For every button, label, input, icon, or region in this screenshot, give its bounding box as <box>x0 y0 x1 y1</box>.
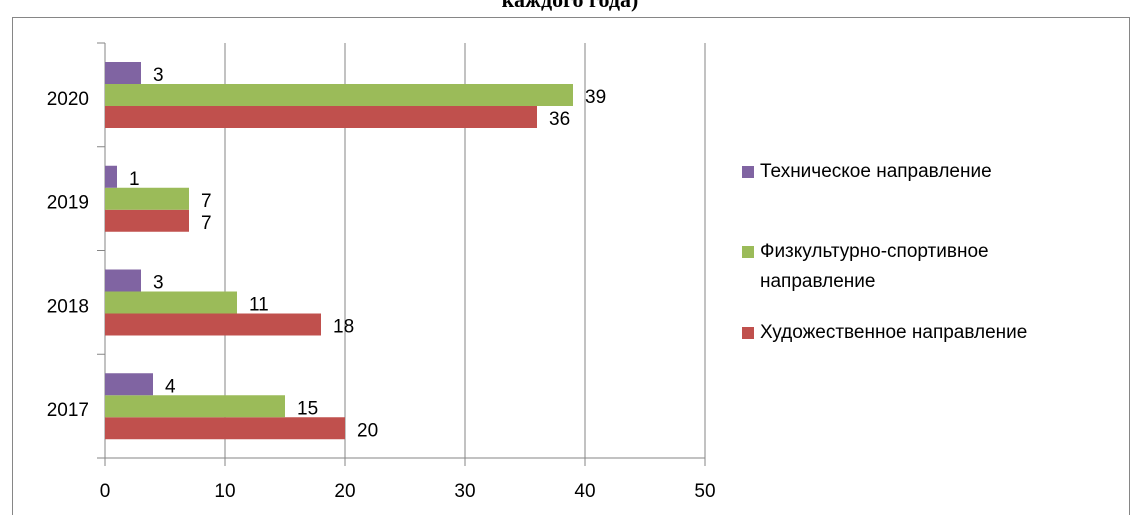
data-label: 3 <box>153 65 164 86</box>
legend-swatch <box>742 246 754 258</box>
x-tick-label: 50 <box>694 481 715 502</box>
bar <box>105 84 573 106</box>
legend-item: Техническое направление <box>742 157 1102 187</box>
legend-label: Физкультурно-спортивное направление <box>760 241 989 292</box>
legend-label: Техническое направление <box>760 161 992 182</box>
x-tick-label: 0 <box>100 481 111 502</box>
data-label: 15 <box>297 398 318 419</box>
legend-label: Художественное направление <box>760 322 1028 343</box>
data-label: 20 <box>357 420 378 441</box>
data-label: 7 <box>201 213 212 234</box>
bar <box>105 209 189 232</box>
bar <box>105 417 345 440</box>
x-tick-label: 30 <box>454 481 475 502</box>
y-tick-label: 2019 <box>47 193 89 214</box>
data-label: 4 <box>165 376 176 397</box>
data-label: 3 <box>153 273 164 294</box>
x-tick-label: 40 <box>574 481 595 502</box>
y-tick-label: 2018 <box>47 296 89 317</box>
chart-border <box>12 17 1130 515</box>
data-label: 39 <box>585 87 606 108</box>
data-label: 36 <box>549 109 570 130</box>
legend-swatch <box>742 327 754 339</box>
bar <box>105 373 153 396</box>
bar <box>105 395 285 418</box>
legend-item: Художественное направление <box>742 318 1102 348</box>
bar <box>105 269 141 292</box>
data-label: 18 <box>333 317 354 338</box>
legend-item: Физкультурно-спортивное направление <box>742 237 1102 297</box>
bar <box>105 106 537 128</box>
x-tick-label: 10 <box>214 481 235 502</box>
bar <box>105 291 237 314</box>
bar <box>105 313 321 336</box>
legend-swatch <box>742 166 754 178</box>
y-tick-label: 2017 <box>47 400 89 421</box>
chart-title: каждого года) <box>502 0 639 12</box>
bar <box>105 187 189 210</box>
y-tick-label: 2020 <box>47 89 89 110</box>
data-label: 7 <box>201 191 212 212</box>
bar <box>105 165 117 188</box>
bar <box>105 62 141 84</box>
x-tick-label: 20 <box>334 481 355 502</box>
data-label: 11 <box>249 295 269 316</box>
data-label: 1 <box>129 169 140 190</box>
